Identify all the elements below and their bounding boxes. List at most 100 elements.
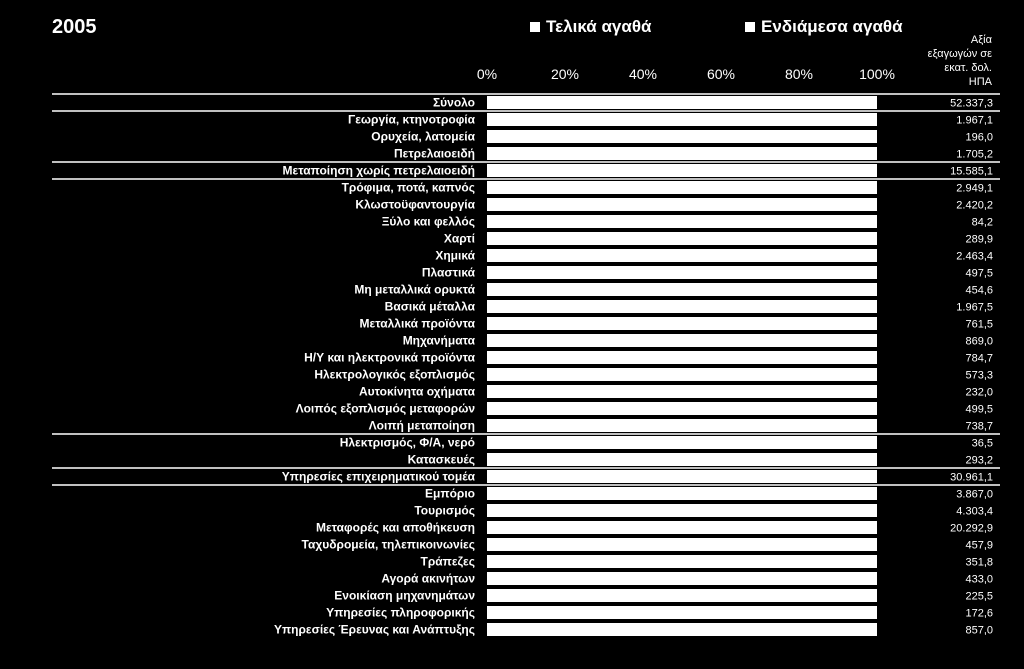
export-value: 351,8 bbox=[965, 557, 993, 569]
category-label: Μεταφορές και αποθήκευση bbox=[316, 521, 475, 535]
category-label: Υπηρεσίες Έρευνας και Ανάπτυξης bbox=[274, 623, 475, 637]
export-value-header: Αξία εξαγωγών σε εκατ. δολ. ΗΠΑ bbox=[927, 34, 992, 88]
bar-final-goods bbox=[487, 232, 877, 245]
category-label: Η/Υ και ηλεκτρονικά προϊόντα bbox=[304, 351, 475, 365]
category-label: Αγορά ακινήτων bbox=[381, 572, 475, 586]
category-label: Υπηρεσίες πληροφορικής bbox=[326, 606, 475, 620]
export-value: 1.705,2 bbox=[956, 149, 993, 161]
export-value: 433,0 bbox=[965, 574, 993, 586]
bar-final-goods bbox=[487, 572, 877, 585]
category-label: Λοιπός εξοπλισμός μεταφορών bbox=[296, 402, 476, 416]
export-value: 457,9 bbox=[965, 540, 993, 552]
export-value: 225,5 bbox=[965, 591, 993, 603]
x-tick-label: 40% bbox=[629, 66, 657, 82]
category-label: Χημικά bbox=[435, 249, 475, 263]
bar-final-goods bbox=[487, 402, 877, 415]
legend-swatch-intermediate bbox=[745, 22, 755, 32]
chart-title: 2005 bbox=[52, 16, 97, 38]
export-value: 52.337,3 bbox=[950, 98, 993, 110]
export-value: 573,3 bbox=[965, 370, 993, 382]
x-tick-label: 20% bbox=[551, 66, 579, 82]
export-value: 36,5 bbox=[972, 438, 993, 450]
legend-swatch-final bbox=[530, 22, 540, 32]
legend-item-final-goods: Τελικά αγαθά bbox=[530, 17, 651, 37]
category-label: Κλωστοϋφαντουργία bbox=[355, 198, 475, 212]
category-label: Υπηρεσίες επιχειρηματικού τομέα bbox=[282, 470, 476, 484]
export-value: 2.463,4 bbox=[956, 251, 993, 263]
category-label: Ξύλο και φελλός bbox=[382, 215, 475, 229]
bar-final-goods bbox=[487, 589, 877, 602]
category-label: Ηλεκτρολογικός εξοπλισμός bbox=[314, 368, 475, 382]
legend-label-intermediate: Ενδιάμεσα αγαθά bbox=[761, 17, 903, 36]
category-label: Κατασκευές bbox=[408, 453, 475, 467]
export-value: 1.967,5 bbox=[956, 302, 993, 314]
bar-final-goods bbox=[487, 521, 877, 534]
bar-final-goods bbox=[487, 453, 877, 466]
bar-final-goods bbox=[487, 436, 877, 449]
bar-final-goods bbox=[487, 130, 877, 143]
export-value: 1.967,1 bbox=[956, 115, 993, 127]
category-label: Ορυχεία, λατομεία bbox=[371, 130, 475, 144]
export-value: 2.949,1 bbox=[956, 183, 993, 195]
export-value: 497,5 bbox=[965, 268, 993, 280]
bar-final-goods bbox=[487, 555, 877, 568]
category-label: Τρόφιμα, ποτά, καπνός bbox=[342, 181, 475, 195]
export-value: 4.303,4 bbox=[956, 506, 993, 518]
x-tick-label: 0% bbox=[477, 66, 497, 82]
bar-final-goods bbox=[487, 215, 877, 228]
bar-final-goods bbox=[487, 164, 877, 177]
bar-final-goods bbox=[487, 623, 877, 636]
category-label: Μεταλλικά προϊόντα bbox=[360, 317, 476, 331]
bar-final-goods bbox=[487, 96, 877, 109]
bar-final-goods bbox=[487, 351, 877, 364]
bar-final-goods bbox=[487, 300, 877, 313]
category-label: Μηχανήματα bbox=[403, 334, 476, 348]
bar-final-goods bbox=[487, 334, 877, 347]
x-tick-label: 100% bbox=[859, 66, 895, 82]
bar-final-goods bbox=[487, 504, 877, 517]
bar-final-goods bbox=[487, 419, 877, 432]
export-value: 784,7 bbox=[965, 353, 993, 365]
bar-final-goods bbox=[487, 249, 877, 262]
export-value: 2.420,2 bbox=[956, 200, 993, 212]
export-value: 15.585,1 bbox=[950, 166, 993, 178]
bar-final-goods bbox=[487, 113, 877, 126]
export-value: 738,7 bbox=[965, 421, 993, 433]
export-value: 232,0 bbox=[965, 387, 993, 399]
bar-final-goods bbox=[487, 283, 877, 296]
x-tick-label: 60% bbox=[707, 66, 735, 82]
legend-item-intermediate-goods: Ενδιάμεσα αγαθά bbox=[745, 17, 903, 37]
category-label: Τράπεζες bbox=[421, 555, 475, 569]
bar-final-goods bbox=[487, 266, 877, 279]
bar-final-goods bbox=[487, 470, 877, 483]
category-label: Τουρισμός bbox=[414, 504, 475, 518]
export-value: 761,5 bbox=[965, 319, 993, 331]
category-label: Αυτοκίνητα οχήματα bbox=[359, 385, 476, 399]
legend-label-final: Τελικά αγαθά bbox=[546, 17, 652, 36]
bar-final-goods bbox=[487, 385, 877, 398]
category-label: Μεταποίηση χωρίς πετρελαιοειδή bbox=[283, 164, 476, 178]
category-label: Γεωργία, κτηνοτροφία bbox=[348, 113, 476, 127]
category-label: Σύνολο bbox=[433, 96, 475, 110]
category-label: Ηλεκτρισμός, Φ/Α, νερό bbox=[340, 436, 475, 450]
bar-final-goods bbox=[487, 198, 877, 211]
export-value: 20.292,9 bbox=[950, 523, 993, 535]
category-label: Ταχυδρομεία, τηλεπικοινωνίες bbox=[302, 538, 475, 552]
bar-final-goods bbox=[487, 487, 877, 500]
export-value: 293,2 bbox=[965, 455, 993, 467]
export-value: 196,0 bbox=[965, 132, 993, 144]
category-label: Ενοικίαση μηχανημάτων bbox=[334, 589, 475, 603]
export-value: 454,6 bbox=[965, 285, 993, 297]
bar-final-goods bbox=[487, 606, 877, 619]
category-label: Μη μεταλλικά ορυκτά bbox=[354, 283, 475, 297]
category-label: Βασικά μέταλλα bbox=[385, 300, 476, 314]
export-value: 289,9 bbox=[965, 234, 993, 246]
export-value: 172,6 bbox=[965, 608, 993, 620]
category-label: Λοιπή μεταποίηση bbox=[369, 419, 475, 433]
export-value: 30.961,1 bbox=[950, 472, 993, 484]
export-value: 869,0 bbox=[965, 336, 993, 348]
x-tick-label: 80% bbox=[785, 66, 813, 82]
bar-final-goods bbox=[487, 368, 877, 381]
bar-final-goods bbox=[487, 538, 877, 551]
